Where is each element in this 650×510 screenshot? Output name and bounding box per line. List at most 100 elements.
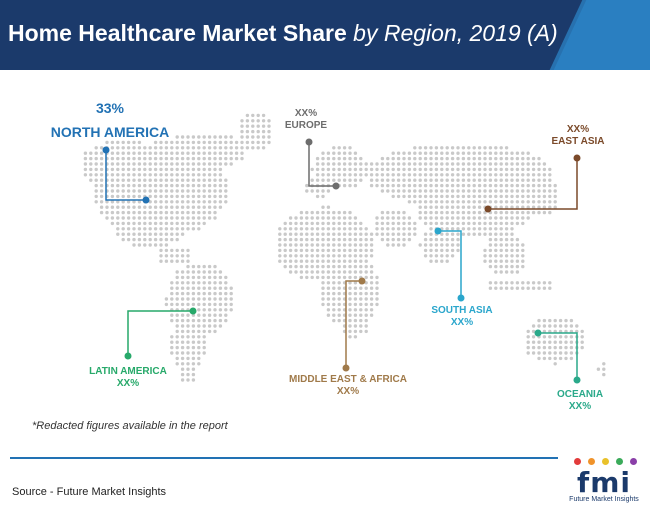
map-dot — [445, 146, 449, 150]
map-dot — [175, 302, 179, 307]
map-dot — [494, 200, 498, 204]
marker-europe — [332, 182, 340, 190]
map-dot — [494, 281, 498, 285]
map-dot — [218, 194, 223, 199]
map-dot — [542, 324, 547, 328]
map-dot — [402, 243, 406, 247]
map-dot — [175, 356, 179, 361]
map-dot — [315, 210, 320, 215]
map-dot — [207, 281, 212, 285]
map-dot — [413, 167, 417, 172]
map-dot — [251, 129, 255, 134]
map-dot — [288, 216, 293, 220]
map-dot — [353, 227, 358, 231]
map-dot — [240, 124, 244, 128]
map-dot — [310, 227, 314, 231]
map-dot — [126, 146, 131, 150]
map-dot — [504, 243, 509, 247]
map-dot — [499, 178, 503, 182]
map-dot — [310, 254, 314, 258]
map-dot — [94, 146, 98, 150]
map-dot — [132, 151, 136, 155]
map-dot — [116, 227, 120, 231]
map-dot — [197, 221, 201, 226]
map-dot — [472, 156, 476, 161]
map-dot — [531, 335, 536, 339]
map-dot — [359, 156, 363, 161]
map-dot — [180, 173, 185, 177]
map-dot — [224, 189, 228, 193]
map-dot — [434, 221, 439, 226]
map-dot — [418, 167, 422, 172]
map-dot — [121, 189, 125, 193]
map-dot — [186, 345, 190, 350]
map-dot — [121, 194, 125, 199]
map-dot — [326, 167, 331, 172]
map-dot — [202, 308, 206, 312]
map-dot — [413, 156, 417, 161]
map-dot — [521, 281, 525, 285]
map-dot — [234, 140, 239, 145]
map-dot — [207, 329, 212, 334]
map-dot — [197, 183, 201, 188]
map-dot — [191, 146, 196, 150]
map-dot — [483, 227, 487, 231]
map-dot — [418, 200, 422, 204]
map-dot — [515, 259, 520, 263]
map-dot — [99, 210, 104, 215]
map-dot — [159, 146, 163, 150]
map-dot — [342, 162, 347, 166]
map-dot — [445, 210, 449, 215]
map-dot — [510, 248, 514, 253]
map-dot — [461, 227, 466, 231]
map-dot — [164, 221, 169, 226]
map-dot — [391, 189, 395, 193]
map-dot — [99, 194, 104, 199]
map-dot — [121, 151, 125, 155]
map-dot — [337, 237, 341, 242]
map-dot — [467, 189, 471, 193]
map-dot — [337, 248, 341, 253]
map-dot — [315, 178, 320, 182]
map-dot — [548, 173, 552, 177]
map-dot — [450, 162, 455, 166]
map-dot — [494, 264, 498, 269]
map-dot — [321, 291, 325, 296]
map-dot — [423, 183, 428, 188]
map-dot — [348, 335, 352, 339]
map-dot — [499, 254, 503, 258]
map-dot — [132, 178, 136, 182]
map-dot — [423, 254, 428, 258]
map-dot — [213, 329, 217, 334]
map-dot — [521, 162, 525, 166]
map-dot — [429, 183, 433, 188]
map-dot — [445, 232, 449, 236]
map-dot — [159, 205, 163, 209]
map-dot — [504, 286, 509, 290]
map-dot — [251, 113, 255, 118]
map-dot — [396, 167, 401, 172]
map-dot — [472, 162, 476, 166]
map-dot — [456, 248, 460, 253]
map-dot — [332, 318, 336, 323]
map-dot — [310, 248, 314, 253]
map-dot — [83, 151, 88, 155]
map-dot — [137, 162, 142, 166]
map-dot — [218, 146, 223, 150]
map-dot — [558, 318, 563, 323]
map-dot — [553, 329, 557, 334]
map-dot — [359, 291, 363, 296]
map-dot — [342, 216, 347, 220]
map-dot — [375, 162, 379, 166]
map-dot — [121, 237, 125, 242]
map-dot — [94, 189, 98, 193]
map-dot — [445, 237, 449, 242]
map-dot — [94, 167, 98, 172]
map-dot — [148, 216, 152, 220]
map-dot — [450, 200, 455, 204]
map-dot — [499, 146, 503, 150]
map-dot — [380, 210, 385, 215]
map-dot — [510, 232, 514, 236]
map-dot — [440, 237, 444, 242]
map-dot — [256, 129, 260, 134]
